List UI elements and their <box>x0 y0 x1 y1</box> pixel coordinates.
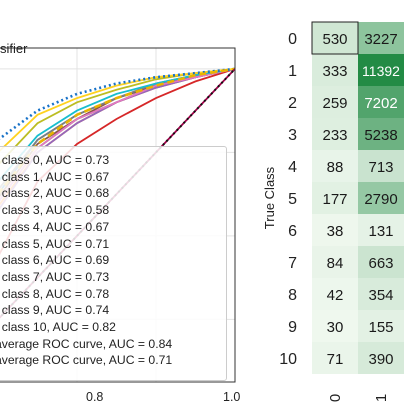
cm-row-label-0: 0 <box>288 31 297 48</box>
cm-value-1-1: 11392 <box>362 63 400 79</box>
cm-row-label-2: 2 <box>288 95 297 112</box>
roc-title: sifier <box>0 41 28 56</box>
cm-value-3-0: 233 <box>322 127 347 144</box>
cm-value-9-1: 155 <box>368 319 393 336</box>
cm-value-2-0: 259 <box>322 95 347 112</box>
cm-col-label-1: 1 <box>373 394 390 402</box>
cm-value-7-0: 84 <box>327 255 344 272</box>
cm-value-8-1: 354 <box>368 287 393 304</box>
cm-cell-highlight <box>311 21 359 55</box>
cm-value-6-0: 38 <box>327 223 344 240</box>
cm-row-label-4: 4 <box>288 159 297 176</box>
cm-cell-5-0 <box>312 182 358 214</box>
legend-entry-2: f class 2, AUC = 0.68 <box>0 186 110 201</box>
cm-row-label-1: 1 <box>288 63 297 80</box>
cm-row-label-10: 10 <box>279 351 297 368</box>
cm-cell-8-1 <box>358 278 404 310</box>
legend-entry-12: average ROC curve, AUC = 0.71 <box>0 353 173 368</box>
legend-entry-3: f class 3, AUC = 0.58 <box>0 203 110 218</box>
legend-entry-4: f class 4, AUC = 0.67 <box>0 219 110 234</box>
cm-cell-3-0 <box>312 118 358 150</box>
cm-cell-2-1 <box>358 86 404 118</box>
cm-cell-7-0 <box>312 246 358 278</box>
cm-value-9-0: 30 <box>327 319 344 336</box>
cm-row-label-6: 6 <box>288 223 297 240</box>
roc-legend: f class 0, AUC = 0.73 f class 1, AUC = 0.… <box>0 146 227 381</box>
legend-entry-11: average ROC curve, AUC = 0.84 <box>0 336 173 351</box>
roc-plot-frame <box>0 47 236 383</box>
legend-entry-6: f class 6, AUC = 0.69 <box>0 253 110 268</box>
cm-value-0-0: 530 <box>322 31 347 48</box>
cm-value-7-1: 663 <box>368 255 393 272</box>
cm-cell-10-0 <box>312 342 358 374</box>
legend-entry-5: f class 5, AUC = 0.71 <box>0 236 110 251</box>
cm-cell-0-0 <box>312 22 358 54</box>
cm-cell-6-1 <box>358 214 404 246</box>
cm-cell-8-0 <box>312 278 358 310</box>
cm-cell-7-1 <box>358 246 404 278</box>
cm-col-label-0: 0 <box>327 394 344 402</box>
cm-cell-4-1 <box>358 150 404 182</box>
cm-value-4-0: 88 <box>327 159 344 176</box>
roc-x-tick-1-0: 1.0 <box>223 390 241 404</box>
cm-cell-1-1 <box>358 54 404 86</box>
legend-entry-9: f class 9, AUC = 0.74 <box>0 303 110 318</box>
cm-cell-2-0 <box>312 86 358 118</box>
roc-series-10 <box>0 68 236 152</box>
cm-cell-1-0 <box>312 54 358 86</box>
cm-row-label-7: 7 <box>288 255 297 272</box>
legend-entry-10: f class 10, AUC = 0.82 <box>0 320 116 334</box>
roc-series-12 <box>0 67 236 194</box>
cm-value-5-0: 177 <box>322 191 347 208</box>
cm-cell-0-1 <box>358 22 404 54</box>
cm-row-label-5: 5 <box>288 191 297 208</box>
cm-value-10-1: 390 <box>368 351 393 368</box>
cm-value-1-0: 333 <box>322 63 347 80</box>
legend-entry-7: f class 7, AUC = 0.73 <box>0 269 110 284</box>
legend-entry-0: f class 0, AUC = 0.73 <box>0 153 110 167</box>
cm-row-label-3: 3 <box>288 127 297 144</box>
cm-cell-9-0 <box>312 310 358 342</box>
cm-value-3-1: 5238 <box>364 127 397 144</box>
cm-value-4-1: 713 <box>368 159 393 176</box>
cm-y-axis-label: True Class <box>262 166 277 229</box>
cm-value-2-1: 7202 <box>364 95 397 112</box>
cm-value-8-0: 42 <box>327 287 344 304</box>
roc-series-9 <box>0 68 236 181</box>
legend-entry-1: f class 1, AUC = 0.67 <box>0 169 110 184</box>
cm-row-label-9: 9 <box>288 319 297 336</box>
cm-value-10-0: 71 <box>327 351 344 368</box>
cm-cell-10-1 <box>358 342 404 374</box>
legend-entry-8: f class 8, AUC = 0.78 <box>0 286 110 301</box>
cm-value-5-1: 2790 <box>364 191 397 208</box>
cm-value-0-1: 3227 <box>364 31 397 48</box>
cm-cell-9-1 <box>358 310 404 342</box>
cm-value-6-1: 131 <box>368 223 393 240</box>
cm-cell-6-0 <box>312 214 358 246</box>
roc-x-tick-0-8: 0.8 <box>86 390 104 404</box>
cm-cell-4-0 <box>312 150 358 182</box>
cm-cell-5-1 <box>358 182 404 214</box>
cm-cell-3-1 <box>358 118 404 150</box>
cm-row-label-8: 8 <box>288 287 297 304</box>
